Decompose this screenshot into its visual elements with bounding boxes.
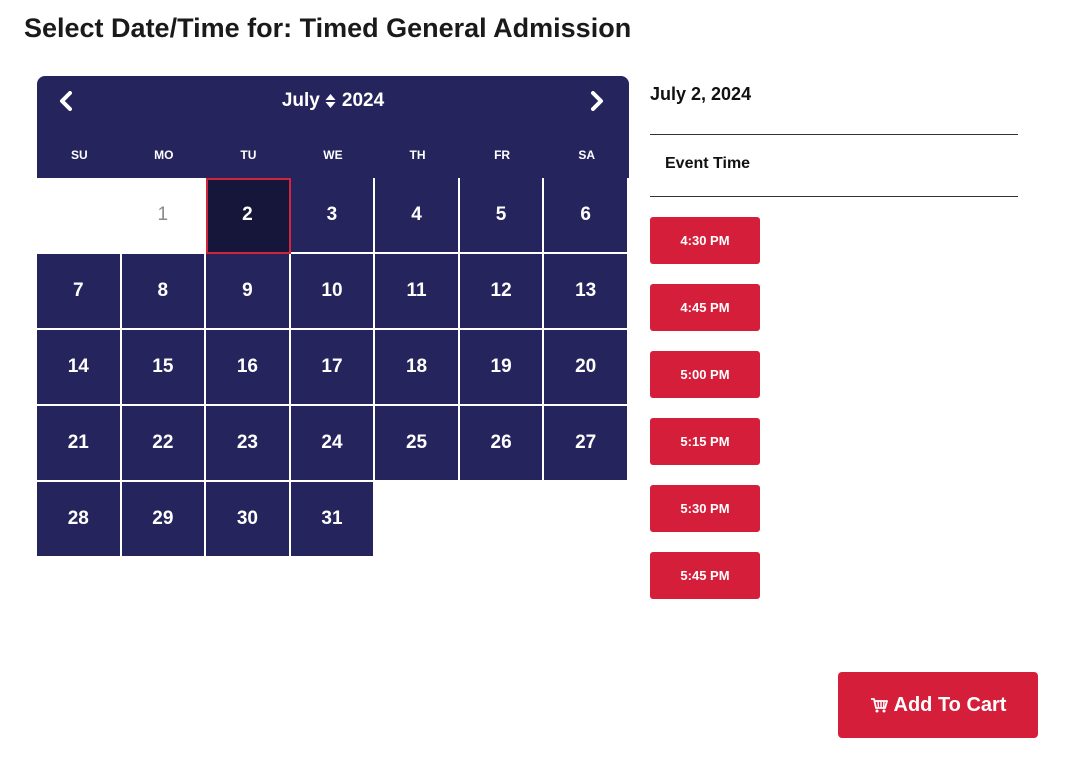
weekday-label: TU <box>240 148 257 162</box>
day-cell[interactable]: 4 <box>375 178 460 254</box>
time-slot-button[interactable]: 4:45 PM <box>650 284 760 331</box>
weekday-label: FR <box>494 148 511 162</box>
add-to-cart-label: Add To Cart <box>893 693 1007 716</box>
day-cell-disabled: 1 <box>121 178 207 254</box>
selected-date-heading: July 2, 2024 <box>650 84 752 104</box>
day-grid: 1 2 3 4 5 6 7 8 9 10 11 12 13 14 15 16 1… <box>37 178 629 558</box>
month-select[interactable]: July <box>282 90 342 112</box>
day-cell[interactable]: 24 <box>290 406 376 482</box>
divider <box>650 134 1018 135</box>
add-to-cart-button[interactable]: Add To Cart <box>838 672 1038 738</box>
time-slot-button[interactable]: 5:00 PM <box>650 351 760 398</box>
day-cell[interactable]: 14 <box>37 330 122 406</box>
day-cell[interactable]: 5 <box>459 178 545 254</box>
day-cell[interactable]: 16 <box>206 330 291 406</box>
time-slot-button[interactable]: 5:45 PM <box>650 552 760 599</box>
chevron-right-icon <box>590 91 604 111</box>
day-cell[interactable]: 17 <box>290 330 376 406</box>
day-cell[interactable]: 6 <box>544 178 629 254</box>
time-slot-button[interactable]: 5:15 PM <box>650 418 760 465</box>
day-cell[interactable]: 8 <box>121 254 207 330</box>
weekday-label: SU <box>70 148 88 162</box>
day-cell[interactable]: 12 <box>459 254 545 330</box>
calendar-header: July 2024 SU MO TU WE TH <box>37 76 629 178</box>
prev-month-button[interactable] <box>46 86 86 116</box>
day-cell[interactable]: 19 <box>459 330 545 406</box>
weekday-label: TH <box>409 148 426 162</box>
day-cell[interactable]: 25 <box>375 406 460 482</box>
month-label: July <box>281 90 320 111</box>
day-cell[interactable]: 18 <box>375 330 460 406</box>
day-cell[interactable]: 11 <box>375 254 460 330</box>
year-label[interactable]: 2024 <box>341 90 385 111</box>
next-month-button[interactable] <box>577 86 617 116</box>
day-cell[interactable]: 9 <box>206 254 291 330</box>
weekday-row: SU MO TU WE TH FR SA <box>37 141 629 169</box>
day-cell[interactable]: 15 <box>121 330 207 406</box>
day-cell[interactable]: 26 <box>459 406 545 482</box>
weekday-label: SA <box>578 148 595 162</box>
sort-icon <box>325 93 336 109</box>
day-cell[interactable]: 21 <box>37 406 122 482</box>
event-time-label: Event Time <box>665 155 751 172</box>
day-cell-selected[interactable]: 2 <box>206 178 291 254</box>
day-cell[interactable]: 22 <box>121 406 207 482</box>
day-cell[interactable]: 3 <box>290 178 376 254</box>
time-slot-button[interactable]: 5:30 PM <box>650 485 760 532</box>
chevron-left-icon <box>59 91 73 111</box>
time-slot-button[interactable]: 4:30 PM <box>650 217 760 264</box>
day-cell[interactable]: 13 <box>544 254 629 330</box>
cart-icon <box>870 697 888 713</box>
weekday-label: MO <box>154 148 174 162</box>
day-cell[interactable]: 27 <box>544 406 629 482</box>
day-cell[interactable]: 30 <box>206 482 291 558</box>
day-cell[interactable]: 7 <box>37 254 122 330</box>
page-title: Select Date/Time for: Timed General Admi… <box>24 13 632 43</box>
empty-day-cell <box>37 178 122 254</box>
day-cell[interactable]: 23 <box>206 406 291 482</box>
day-cell[interactable]: 28 <box>37 482 122 558</box>
day-cell[interactable]: 29 <box>121 482 207 558</box>
calendar: July 2024 SU MO TU WE TH <box>37 76 629 558</box>
month-year: July 2024 <box>37 86 629 116</box>
divider <box>650 196 1018 197</box>
day-cell[interactable]: 31 <box>290 482 376 558</box>
day-cell[interactable]: 20 <box>544 330 629 406</box>
day-cell[interactable]: 10 <box>290 254 376 330</box>
weekday-label: WE <box>323 148 343 162</box>
